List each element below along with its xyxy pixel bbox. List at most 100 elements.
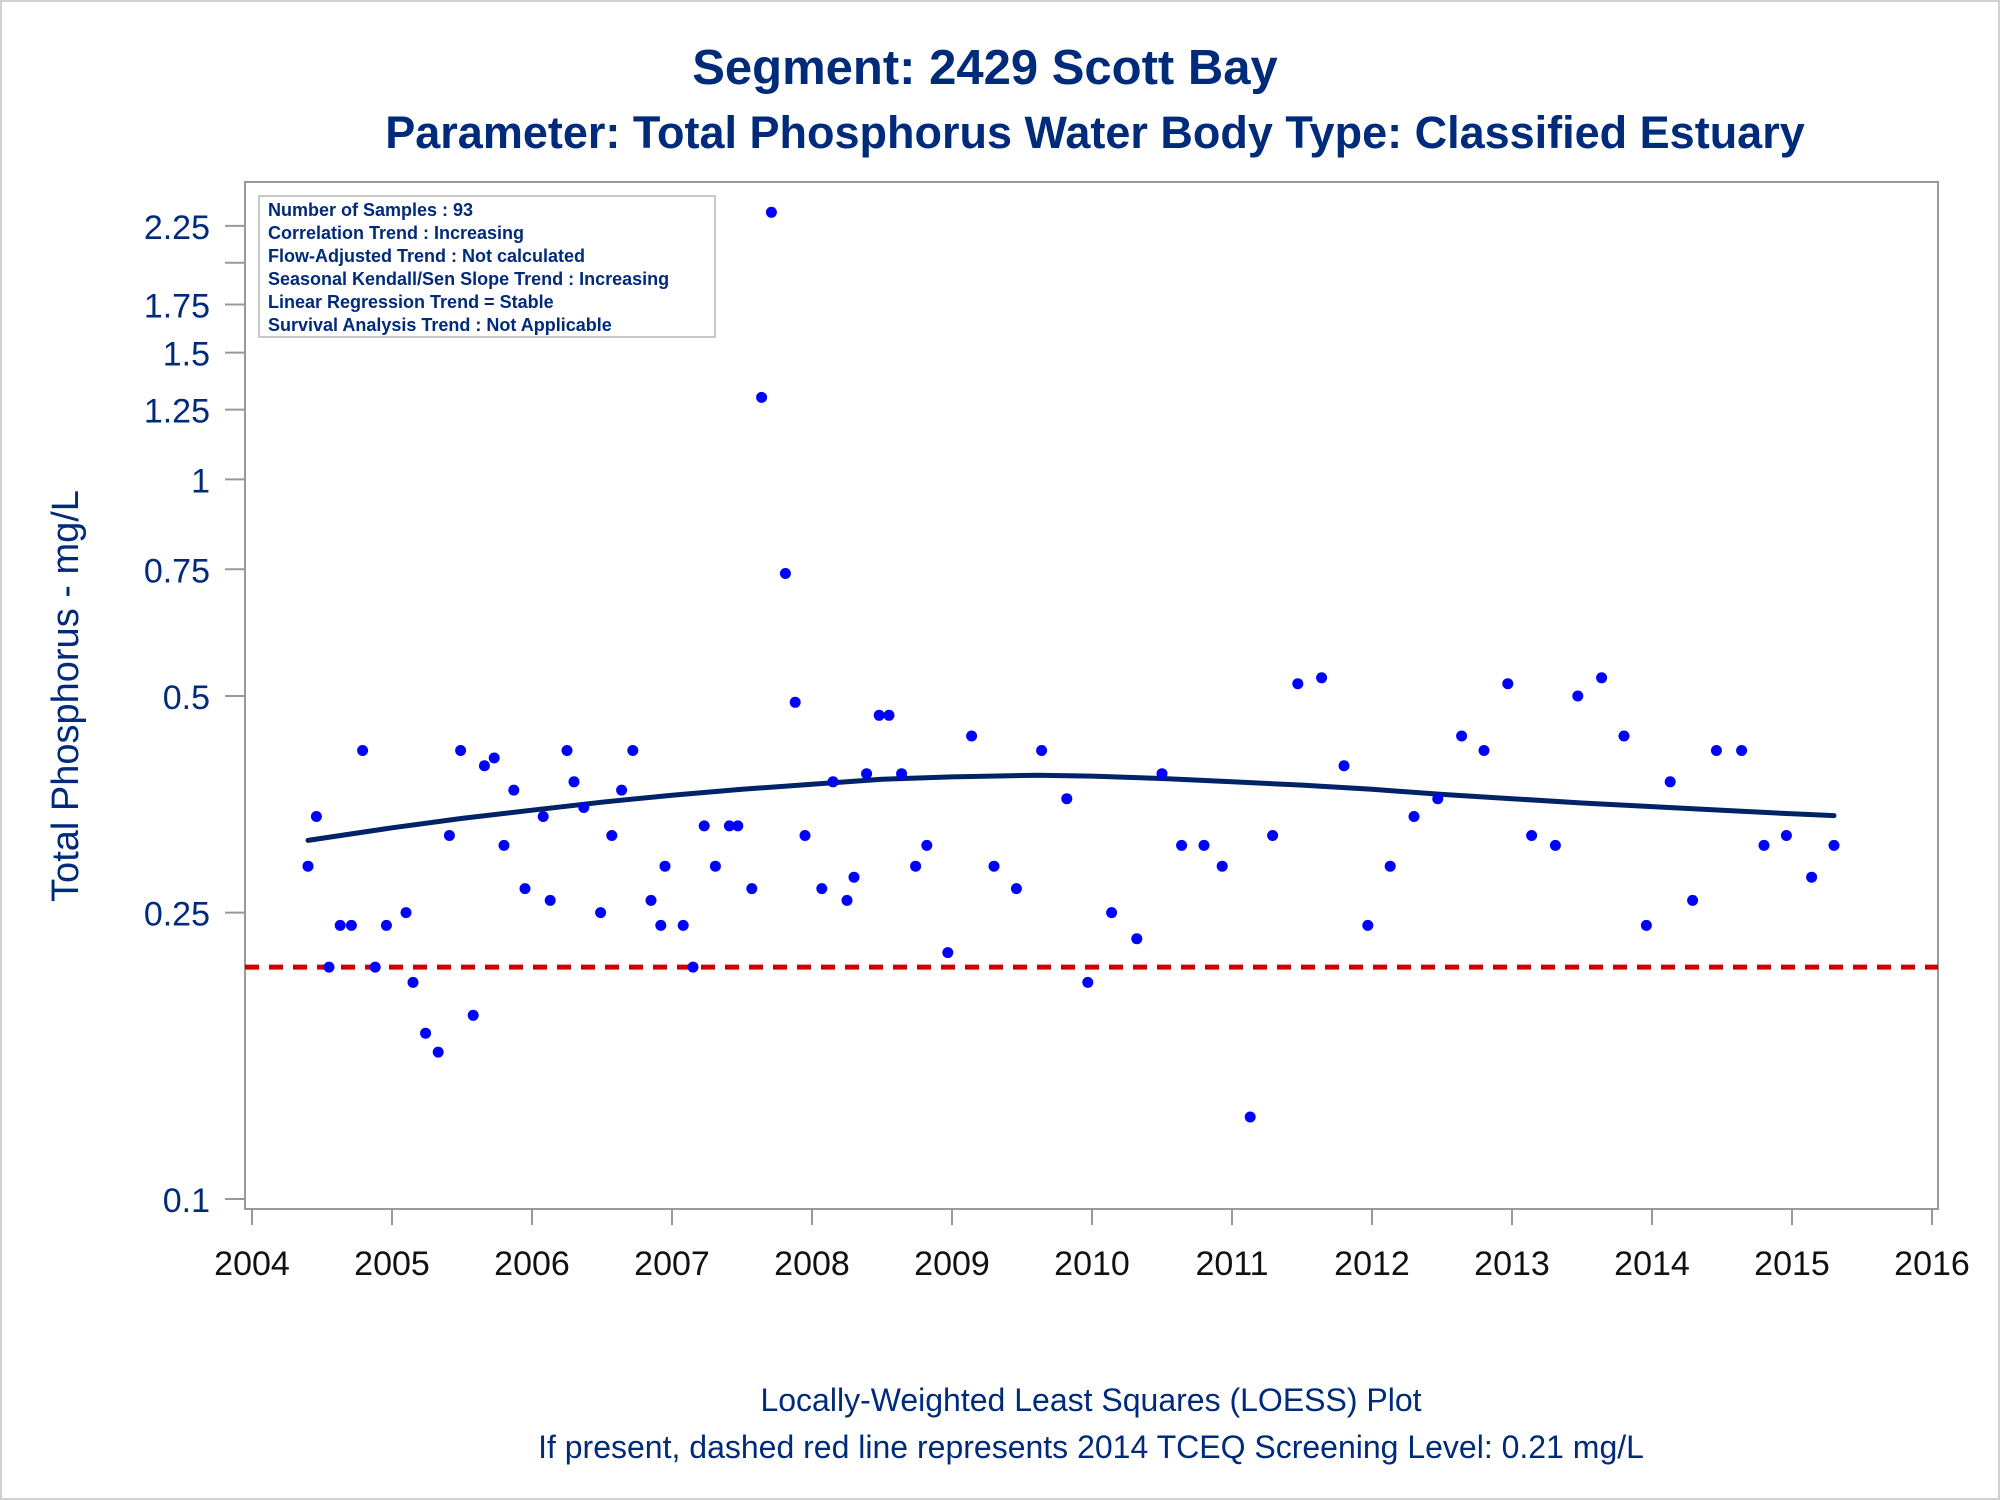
y-tick-label: 1.5 — [163, 336, 210, 374]
data-point-52 — [910, 860, 922, 872]
data-point-85 — [1664, 776, 1676, 788]
data-point-80 — [1549, 839, 1561, 851]
data-point-90 — [1780, 830, 1792, 841]
x-tick-label: 2010 — [1054, 1245, 1130, 1283]
info-line-samples: Number of Samples : 93 — [268, 200, 473, 220]
data-point-1 — [310, 811, 322, 822]
data-point-26 — [606, 830, 618, 841]
data-point-77 — [1478, 745, 1490, 756]
data-point-65 — [1198, 839, 1210, 851]
data-point-37 — [732, 820, 744, 832]
data-point-72 — [1362, 919, 1374, 931]
y-axis-label: Total Phosphorus - mg/L — [45, 490, 87, 902]
data-point-25 — [595, 907, 607, 919]
y-tick-label: 1.75 — [144, 287, 210, 325]
x-tick-label: 2014 — [1614, 1245, 1690, 1283]
data-point-0 — [302, 860, 314, 872]
data-point-61 — [1106, 907, 1118, 919]
data-point-55 — [966, 730, 978, 742]
x-tick-label: 2016 — [1894, 1245, 1970, 1283]
data-point-10 — [420, 1027, 432, 1039]
data-point-40 — [765, 206, 777, 218]
data-point-30 — [655, 919, 667, 931]
data-point-68 — [1267, 830, 1279, 841]
data-point-78 — [1502, 678, 1514, 690]
data-point-91 — [1806, 871, 1818, 883]
y-tick-label: 0.5 — [163, 679, 210, 717]
data-point-64 — [1176, 839, 1188, 851]
data-point-69 — [1292, 678, 1304, 690]
footnote-loess: Locally-Weighted Least Squares (LOESS) P… — [760, 1382, 1421, 1418]
data-point-21 — [544, 894, 556, 906]
data-point-56 — [988, 860, 1000, 872]
info-box-border — [258, 195, 716, 338]
data-point-42 — [789, 696, 801, 708]
data-point-11 — [432, 1046, 444, 1058]
info-box: Number of Samples : 93 Correlation Trend… — [258, 195, 716, 338]
y-tick-label: 1.25 — [144, 393, 210, 431]
x-tick-label: 2006 — [494, 1245, 570, 1283]
info-line-correlation: Correlation Trend : Increasing — [268, 223, 524, 243]
data-point-2 — [323, 961, 335, 973]
data-point-9 — [407, 976, 419, 988]
data-point-92 — [1828, 839, 1840, 851]
data-point-60 — [1082, 976, 1094, 988]
info-line-linear-regression: Linear Regression Trend = Stable — [268, 292, 554, 312]
data-point-62 — [1131, 933, 1143, 945]
data-point-38 — [746, 883, 758, 895]
data-point-47 — [848, 871, 860, 883]
data-point-46 — [841, 894, 853, 906]
data-point-74 — [1408, 811, 1420, 822]
x-tick-label: 2015 — [1754, 1245, 1830, 1283]
data-point-22 — [561, 745, 573, 756]
data-point-63 — [1156, 768, 1168, 780]
data-point-75 — [1432, 793, 1444, 805]
data-point-13 — [455, 745, 467, 756]
data-point-70 — [1316, 672, 1328, 684]
footnote-screening: If present, dashed red line represents 2… — [538, 1429, 1644, 1465]
data-point-57 — [1010, 883, 1022, 895]
data-point-54 — [942, 947, 954, 959]
x-tick-label: 2007 — [634, 1245, 710, 1283]
data-point-84 — [1640, 919, 1652, 931]
data-point-19 — [519, 883, 531, 895]
x-tick-label: 2009 — [914, 1245, 990, 1283]
data-point-76 — [1456, 730, 1468, 742]
data-point-44 — [816, 883, 828, 895]
data-point-88 — [1736, 745, 1748, 756]
info-line-survival-analysis: Survival Analysis Trend : Not Applicable — [268, 315, 612, 335]
data-point-59 — [1061, 793, 1073, 805]
y-tick-label: 0.25 — [144, 896, 210, 934]
data-point-82 — [1596, 672, 1608, 684]
points-layer — [302, 206, 1840, 1123]
data-point-83 — [1618, 730, 1630, 742]
data-point-15 — [478, 760, 490, 772]
data-point-8 — [400, 907, 412, 919]
data-point-12 — [443, 830, 455, 841]
chart-subtitle: Parameter: Total Phosphorus Water Body T… — [385, 107, 1805, 158]
data-point-66 — [1216, 860, 1228, 872]
x-tick-label: 2012 — [1334, 1245, 1410, 1283]
data-point-53 — [921, 839, 933, 851]
data-point-3 — [334, 919, 346, 931]
data-point-32 — [677, 919, 689, 931]
x-tick-label: 2011 — [1195, 1245, 1268, 1283]
data-point-89 — [1758, 839, 1770, 851]
data-point-29 — [645, 894, 657, 906]
data-point-73 — [1384, 860, 1396, 872]
data-point-6 — [369, 961, 381, 973]
data-point-27 — [616, 784, 628, 796]
data-point-24 — [578, 802, 590, 813]
data-point-39 — [756, 391, 768, 403]
data-point-33 — [687, 961, 699, 973]
data-point-34 — [698, 820, 710, 832]
y-tick-label: 1 — [191, 462, 210, 500]
data-point-14 — [467, 1009, 479, 1021]
data-point-23 — [568, 776, 580, 788]
y-tick-label: 2.25 — [144, 209, 210, 247]
y-tick-label: 0.75 — [144, 552, 210, 590]
data-point-36 — [723, 820, 735, 832]
data-point-41 — [779, 568, 791, 579]
x-axis: 2004 2005 2006 2007 2008 2009 2010 2011 2012 2013… — [214, 1209, 1970, 1283]
data-point-51 — [896, 768, 908, 780]
